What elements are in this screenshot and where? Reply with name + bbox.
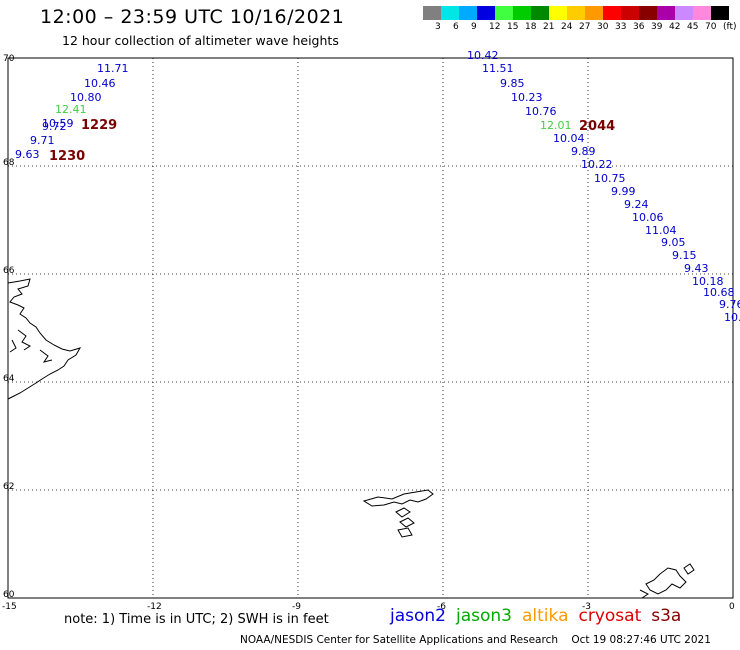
wave-height-label: 10.68: [703, 286, 735, 299]
color-scale-label: 42: [669, 22, 681, 32]
latitude-label: 60: [3, 590, 15, 600]
color-swatch: [585, 6, 603, 20]
longitude-label: -12: [147, 602, 162, 612]
map-subtitle: 12 hour collection of altimeter wave hei…: [62, 33, 339, 48]
color-scale-label: 24: [561, 22, 573, 32]
color-scale-label: (ft): [723, 22, 737, 32]
color-swatch: [459, 6, 477, 20]
satellite-legend-item: altika: [522, 606, 569, 626]
color-swatch: [711, 6, 729, 20]
satellite-legend-item: jason2: [390, 606, 446, 626]
color-swatch: [567, 6, 585, 20]
wave-height-label: 9.15: [672, 249, 697, 262]
color-scale-label: 6: [453, 22, 459, 32]
color-scale-label: 9: [471, 22, 477, 32]
color-swatch: [513, 6, 531, 20]
wave-height-label: 11.04: [645, 224, 677, 237]
color-scale-label: 12: [489, 22, 501, 32]
color-swatch: [549, 6, 567, 20]
color-swatch: [423, 6, 441, 20]
wave-height-label: 10.75: [594, 172, 626, 185]
color-scale-label: 36: [633, 22, 645, 32]
wave-height-label: 10.59: [42, 117, 74, 130]
color-scale-label: 70: [705, 22, 717, 32]
color-swatch: [477, 6, 495, 20]
pass-time-label: 1230: [49, 149, 85, 164]
wave-height-label: 9.99: [611, 185, 636, 198]
wave-height-label: 10.46: [84, 77, 116, 90]
color-scale-label: 45: [687, 22, 699, 32]
wave-height-label: 10.76: [525, 105, 557, 118]
grid-lines: [8, 58, 733, 598]
footer-note: note: 1) Time is in UTC; 2) SWH is in fe…: [64, 612, 329, 627]
satellite-legend: jason2 jason3 altika cryosat s3a: [390, 606, 681, 626]
wave-height-label: 10.06: [632, 211, 664, 224]
longitude-label: -9: [292, 602, 301, 612]
wave-height-label: 9.43: [684, 262, 709, 275]
latitude-label: 66: [3, 266, 15, 276]
latitude-label: 64: [3, 374, 15, 384]
wave-height-label: 10.: [724, 311, 740, 324]
wave-height-label: 9.71: [30, 134, 55, 147]
satellite-legend-item: s3a: [651, 606, 682, 626]
color-swatch: [531, 6, 549, 20]
wave-height-label: 11.71: [97, 62, 129, 75]
map-title: 12:00 – 23:59 UTC 10/16/2021: [40, 6, 345, 28]
wave-height-label: 9.89: [571, 145, 596, 158]
wave-height-label: 10.22: [581, 158, 613, 171]
wave-height-label: 9.63: [15, 148, 40, 161]
wave-height-label: 9.76: [719, 298, 740, 311]
color-scale-label: 15: [507, 22, 519, 32]
color-scale-bar: [423, 6, 729, 20]
footer-credit: NOAA/NESDIS Center for Satellite Applica…: [240, 634, 711, 646]
color-swatch: [621, 6, 639, 20]
color-scale-label: 33: [615, 22, 627, 32]
color-swatch: [675, 6, 693, 20]
coastline-greenland: [7, 278, 82, 400]
wave-height-label: 9.72: [42, 120, 67, 133]
color-swatch: [603, 6, 621, 20]
color-scale-label: 3: [435, 22, 441, 32]
coastline-faroe-islands: [362, 489, 434, 538]
color-swatch: [495, 6, 513, 20]
color-swatch: [657, 6, 675, 20]
color-scale-label: 39: [651, 22, 663, 32]
wave-height-label: 10.04: [553, 132, 585, 145]
map-frame: [7, 57, 734, 599]
wave-height-label: 12.41: [55, 103, 87, 116]
longitude-label: -6: [437, 602, 446, 612]
wave-height-label: 9.85: [500, 77, 525, 90]
satellite-pass-east: 10.4211.519.8510.2310.7612.0110.049.8910…: [467, 49, 740, 324]
longitude-label: -15: [2, 602, 17, 612]
color-scale-label: 27: [579, 22, 591, 32]
wave-height-label: 9.05: [661, 236, 686, 249]
axis-tick-labels: -15 -12 -9 -6 -3 0 70 68 66 64 62 60: [2, 54, 735, 612]
coastline-shetland-islands: [639, 563, 695, 599]
wave-height-label: 10.18: [692, 275, 724, 288]
wave-height-label: 11.51: [482, 62, 514, 75]
longitude-label: 0: [729, 602, 735, 612]
color-scale-label: 21: [543, 22, 555, 32]
satellite-legend-item: cryosat: [578, 606, 642, 626]
longitude-label: -3: [582, 602, 591, 612]
color-scale-label: 18: [525, 22, 537, 32]
wave-height-label: 10.80: [70, 91, 102, 104]
color-scale-label: 30: [597, 22, 609, 32]
pass-time-label: 2044: [579, 119, 615, 134]
wave-height-label: 9.24: [624, 198, 649, 211]
latitude-label: 68: [3, 158, 15, 168]
color-swatch: [639, 6, 657, 20]
pass-time-label: 1229: [81, 118, 117, 133]
latitude-label: 70: [3, 54, 15, 64]
wave-height-label: 10.23: [511, 91, 543, 104]
satellite-legend-item: jason3: [456, 606, 512, 626]
color-swatch: [693, 6, 711, 20]
color-swatch: [441, 6, 459, 20]
latitude-label: 62: [3, 482, 14, 492]
wave-height-label: 10.42: [467, 49, 499, 62]
wave-height-label: 12.01: [540, 119, 572, 132]
